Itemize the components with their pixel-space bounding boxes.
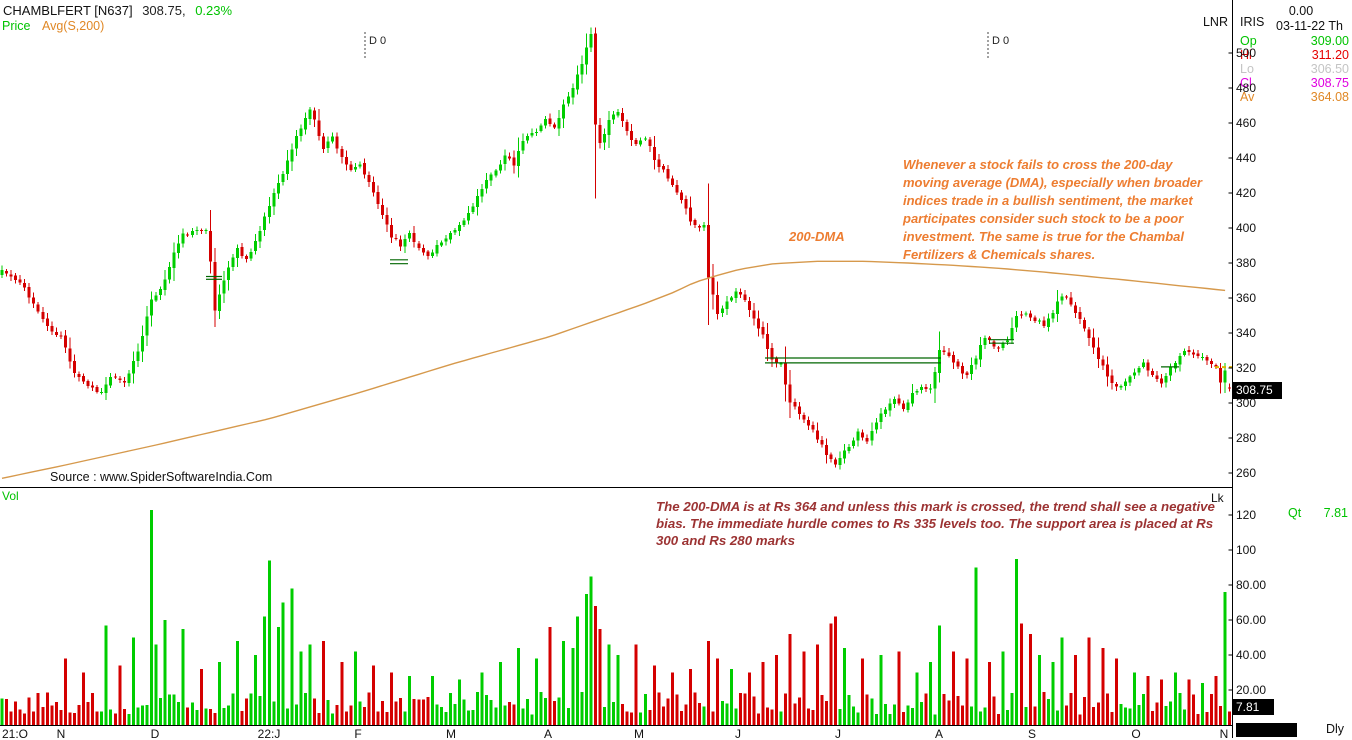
support-lines <box>206 259 1232 369</box>
date-axis-label: 21:O <box>2 727 29 740</box>
date-axis-label: N <box>56 727 66 740</box>
chart-canvas[interactable] <box>0 0 1233 740</box>
ohlc-row-value: 308.75 <box>1310 76 1349 90</box>
volume-tick-label: 100 <box>1236 543 1257 557</box>
dma-line <box>1 260 1226 479</box>
price-tick-label: 260 <box>1236 466 1257 480</box>
price-tick-label: 380 <box>1236 256 1257 270</box>
ohlc-info-row: Lo 306.50 <box>1240 62 1351 76</box>
qt-value: 7.81 <box>1323 506 1348 520</box>
symbol-title[interactable]: CHAMBLFERT [N637] <box>3 3 133 18</box>
date-axis-label: N <box>1219 727 1229 740</box>
date-axis-label: M <box>446 727 456 740</box>
date-axis-label: F <box>354 727 362 740</box>
volume-baseline <box>0 725 1233 726</box>
event-marker-lines <box>364 32 989 58</box>
ohlc-row-value: 306.50 <box>1310 62 1349 76</box>
last-price-badge: 308.75 <box>1233 382 1282 399</box>
ohlc-row-label: Op <box>1240 34 1257 48</box>
date-axis-label: 22:J <box>257 727 281 740</box>
symbol-last-price: 308.75, <box>142 3 186 18</box>
ohlc-info-row: Hi 311.20 <box>1240 48 1351 62</box>
candlesticks <box>0 27 1232 470</box>
periodicity-label[interactable]: Dly <box>1326 722 1345 736</box>
date-axis-label: A <box>934 727 944 740</box>
ohlc-row-label: Lo <box>1240 62 1254 76</box>
indicator-price-label[interactable]: Price <box>2 19 31 33</box>
date-axis-label: A <box>543 727 553 740</box>
price-tick-label: 320 <box>1236 361 1257 375</box>
ohlc-row-label: Cl <box>1240 76 1252 90</box>
info-date: 03-11-22 Th <box>1276 19 1343 33</box>
volume-panel-label: Vol <box>2 489 19 503</box>
info-change-value: 0.00 <box>1288 4 1314 18</box>
ohlc-row-value: 309.00 <box>1310 34 1349 48</box>
orange-annotation: Whenever a stock fails to cross the 200-… <box>903 157 1203 262</box>
volume-unit-label: Lk <box>1211 491 1224 505</box>
indicator-avg-label[interactable]: Avg(S,200) <box>41 19 105 33</box>
ohlc-info-row: Op 309.00 <box>1240 34 1351 48</box>
symbol-change-pct: 0.23% <box>195 3 233 18</box>
price-tick-label: 460 <box>1236 116 1257 130</box>
event-marker-label: D 0 <box>369 35 387 47</box>
price-tick-label: 420 <box>1236 186 1257 200</box>
volume-bars <box>0 509 1232 726</box>
date-axis-label: O <box>1131 727 1141 740</box>
panel-divider <box>0 487 1233 488</box>
ohlc-row-value: 311.20 <box>1311 48 1349 62</box>
price-tick-label: 500 <box>1236 46 1257 60</box>
ohlc-info-row: Cl 308.75 <box>1240 76 1351 90</box>
volume-tick-label: 40.00 <box>1236 648 1267 662</box>
price-tick-label: 280 <box>1236 431 1257 445</box>
volume-tick-label: 20.00 <box>1236 683 1267 697</box>
price-axis-line <box>1232 0 1233 738</box>
price-tick-label: 300 <box>1236 396 1257 410</box>
source-credit: Source : www.SpiderSoftwareIndia.Com <box>50 470 273 484</box>
date-axis-badge <box>1236 723 1297 737</box>
iris-app-label: IRIS <box>1240 15 1265 29</box>
last-volume-badge: 7.81 <box>1233 699 1274 715</box>
volume-tick-label: 60.00 <box>1236 613 1267 627</box>
price-tick-label: 480 <box>1236 81 1257 95</box>
date-axis-label: S <box>1027 727 1037 740</box>
date-axis-label: M <box>634 727 644 740</box>
ohlc-row-label: Av <box>1240 90 1255 104</box>
price-tick-label: 340 <box>1236 326 1257 340</box>
lnr-label: LNR <box>1202 15 1228 29</box>
date-axis-label: D <box>150 727 160 740</box>
event-marker-label: D 0 <box>992 35 1010 47</box>
ohlc-row-label: Hi <box>1240 48 1252 62</box>
price-tick-label: 360 <box>1236 291 1257 305</box>
ohlc-info-row: Av 364.08 <box>1240 90 1351 104</box>
date-axis-label: J <box>835 727 841 740</box>
price-tick-label: 400 <box>1236 221 1257 235</box>
dma-line-label: 200-DMA <box>789 229 845 244</box>
date-axis-label: J <box>735 727 741 740</box>
qt-label: Qt <box>1288 506 1302 520</box>
ohlc-row-value: 364.08 <box>1310 90 1349 104</box>
volume-tick-label: 80.00 <box>1236 578 1267 592</box>
price-tick-label: 440 <box>1236 151 1257 165</box>
red-annotation: The 200-DMA is at Rs 364 and unless this… <box>656 499 1215 548</box>
volume-tick-label: 120 <box>1236 508 1257 522</box>
